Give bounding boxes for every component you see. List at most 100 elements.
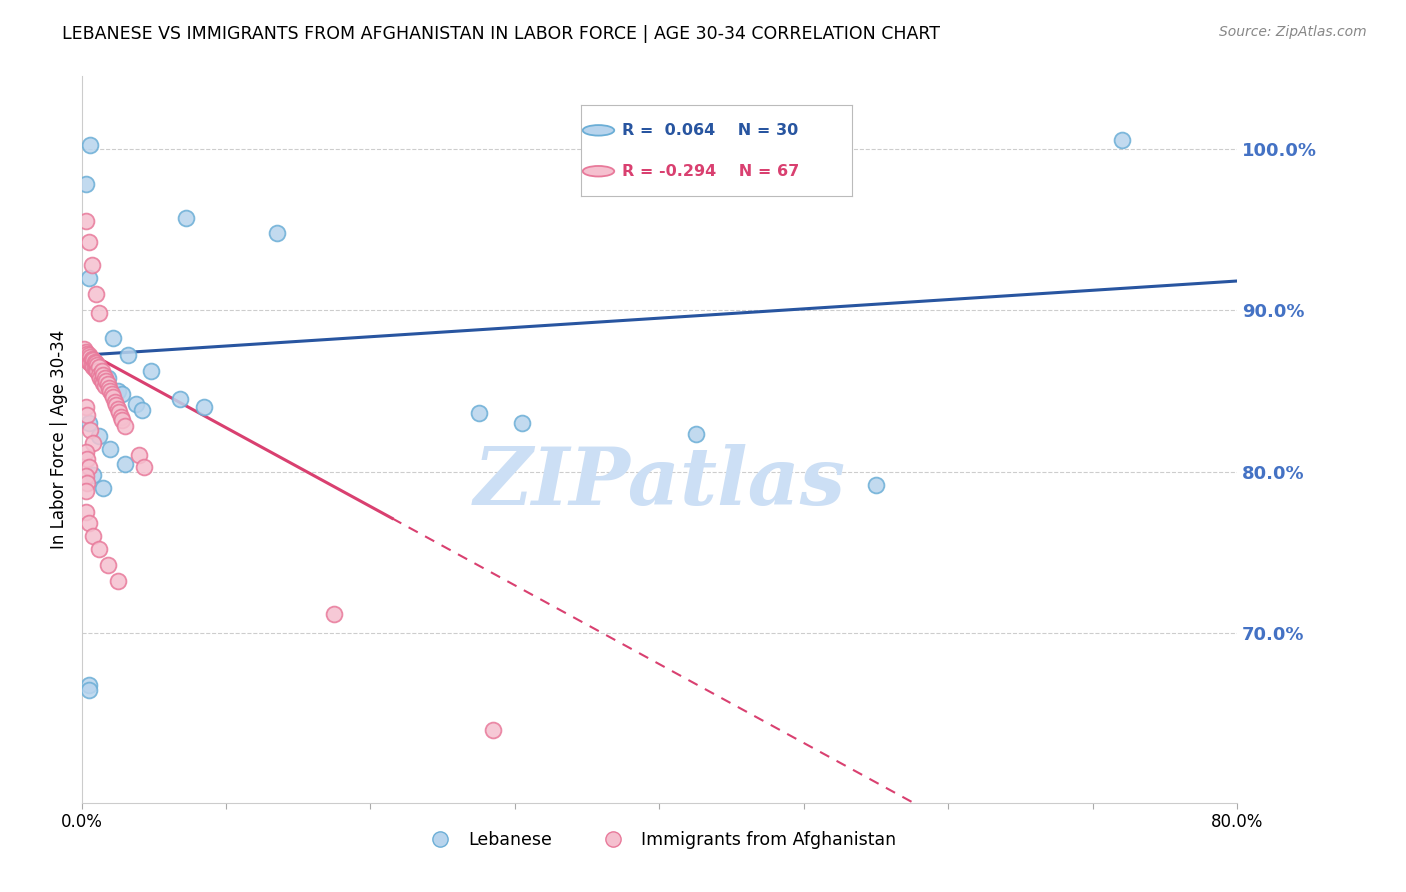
Point [80,258,103,272]
Point [132,459,155,474]
Point [86,358,108,372]
Point [87,368,110,382]
Point [77,678,100,692]
Point [100,384,122,398]
Point [77,355,100,369]
Point [80,351,103,366]
Point [87,306,110,320]
Point [125,397,148,411]
Point [86,364,108,378]
Point [91,376,114,390]
Point [79,356,101,370]
Point [91,481,114,495]
Point [104,395,127,409]
Point [323,607,346,621]
Point [510,416,533,430]
Point [90,371,112,385]
Point [87,542,110,557]
Point [100,442,122,456]
Point [80,358,103,372]
Point [82,529,104,543]
Point [75,351,97,366]
Text: ZIPatlas: ZIPatlas [474,444,845,522]
Point [128,449,150,463]
Point [98,381,121,395]
Point [107,574,129,589]
Point [82,355,104,369]
Point [75,505,97,519]
Point [84,363,107,377]
Point [76,451,98,466]
Point [87,429,110,443]
Point [84,356,107,370]
Point [79,138,101,153]
Point [76,475,98,490]
Point [266,226,288,240]
Point [90,372,112,386]
Point [75,345,97,359]
Point [131,403,153,417]
Point [96,377,118,392]
Point [83,355,105,369]
Point [75,214,97,228]
Point [111,387,134,401]
Point [75,445,97,459]
Point [94,374,117,388]
Point [1111,133,1133,147]
Point [75,469,97,483]
Point [93,371,115,385]
Y-axis label: In Labor Force | Age 30-34: In Labor Force | Age 30-34 [49,330,67,549]
Point [108,405,131,419]
Point [107,384,129,398]
Point [91,368,114,382]
Point [482,723,505,737]
Point [139,364,162,378]
Point [114,419,136,434]
Point [117,348,139,362]
Point [865,477,887,491]
Point [76,347,98,361]
Point [82,435,104,450]
Point [73,342,96,356]
Point [169,392,191,406]
Text: LEBANESE VS IMMIGRANTS FROM AFGHANISTAN IN LABOR FORCE | AGE 30-34 CORRELATION C: LEBANESE VS IMMIGRANTS FROM AFGHANISTAN … [62,25,939,43]
Point [77,459,100,474]
Point [77,416,100,430]
Point [105,398,128,412]
Point [174,211,197,225]
Point [96,558,118,573]
Point [77,682,100,697]
Point [77,235,100,250]
Point [96,371,118,385]
Point [193,400,215,414]
Point [93,379,115,393]
Point [75,483,97,498]
Point [90,364,112,378]
Point [82,353,104,368]
Point [76,353,98,368]
Point [77,348,100,362]
Point [73,347,96,361]
Point [110,409,132,424]
Point [79,350,101,364]
Point [468,407,491,421]
Legend: Lebanese, Immigrants from Afghanistan: Lebanese, Immigrants from Afghanistan [416,824,903,856]
Point [103,330,125,344]
Point [82,467,104,482]
Text: Source: ZipAtlas.com: Source: ZipAtlas.com [1219,25,1367,39]
Point [77,516,100,531]
Point [89,371,111,385]
Point [75,400,97,414]
Point [79,423,101,437]
Point [83,361,105,376]
Point [87,359,110,374]
Point [82,359,104,374]
Point [103,390,125,404]
Point [77,270,100,285]
Point [685,427,707,442]
Point [84,286,107,301]
Point [75,177,97,191]
Point [101,387,124,401]
Point [76,408,98,422]
Point [111,413,134,427]
